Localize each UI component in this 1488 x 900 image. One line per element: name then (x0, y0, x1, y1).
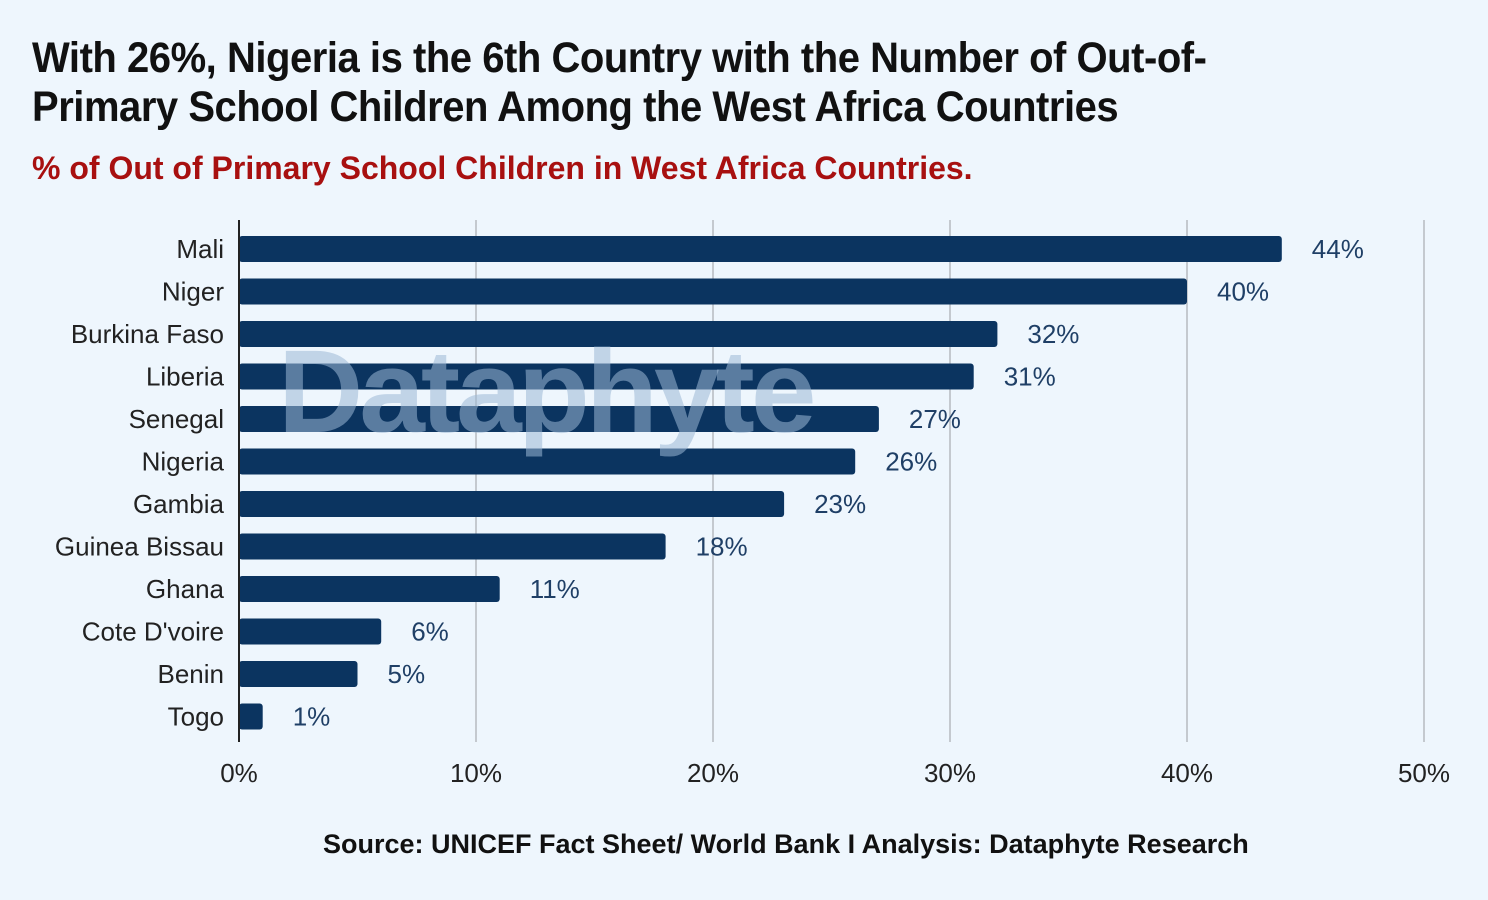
value-label: 44% (1312, 234, 1364, 264)
value-label: 40% (1217, 277, 1269, 307)
bar (239, 448, 856, 475)
watermark-text: Dataphyte (278, 326, 813, 458)
category-label: Benin (158, 659, 225, 689)
grid-lines (475, 220, 1425, 742)
source-note: Source: UNICEF Fact Sheet/ World Bank I … (323, 829, 1249, 859)
category-label: Gambia (133, 489, 225, 519)
bar (239, 491, 785, 517)
category-label: Senegal (129, 404, 224, 434)
value-label: 6% (411, 617, 449, 647)
bar (239, 236, 1282, 262)
labels: 0% 10% 20% 30% 40% 50% Mali 44% Niger 40% Burkina … (55, 234, 1450, 788)
x-tick-label: 20% (687, 758, 739, 788)
value-label: 5% (388, 659, 426, 689)
bar (239, 278, 1187, 305)
category-label: Niger (162, 277, 224, 307)
category-label: Mali (176, 234, 224, 264)
bar (239, 363, 974, 390)
value-label: 27% (909, 404, 961, 434)
bar (239, 406, 879, 432)
category-label: Liberia (146, 362, 225, 392)
x-tick-label: 30% (924, 758, 976, 788)
category-label: Togo (168, 702, 224, 732)
bar (239, 576, 500, 602)
bar (239, 321, 998, 347)
category-label: Nigeria (142, 447, 225, 477)
chart-subtitle: % of Out of Primary School Children in W… (32, 150, 973, 186)
chart-title: With 26%, Nigeria is the 6th Country wit… (32, 34, 1207, 131)
x-tick-label: 40% (1161, 758, 1213, 788)
category-label: Ghana (146, 574, 225, 604)
value-label: 1% (293, 702, 331, 732)
value-label: 31% (1004, 362, 1056, 392)
bar (239, 703, 263, 730)
bar (239, 661, 358, 687)
bar (239, 618, 382, 645)
value-label: 11% (530, 574, 580, 604)
value-label: 32% (1027, 319, 1079, 349)
bars (239, 236, 1282, 730)
value-label: 18% (696, 532, 748, 562)
value-label: 23% (814, 489, 866, 519)
value-label: 26% (885, 447, 937, 477)
x-tick-label: 50% (1398, 758, 1450, 788)
category-label: Cote D'voire (82, 617, 224, 647)
bar (239, 533, 666, 560)
category-label: Guinea Bissau (55, 532, 224, 562)
x-tick-label: 10% (450, 758, 502, 788)
category-label: Burkina Faso (71, 319, 224, 349)
x-tick-label: 0% (220, 758, 258, 788)
bar-chart: Dataphyte 0% 10% 20% 30% 40% 50% Mali 44% Niger 4… (55, 220, 1450, 788)
